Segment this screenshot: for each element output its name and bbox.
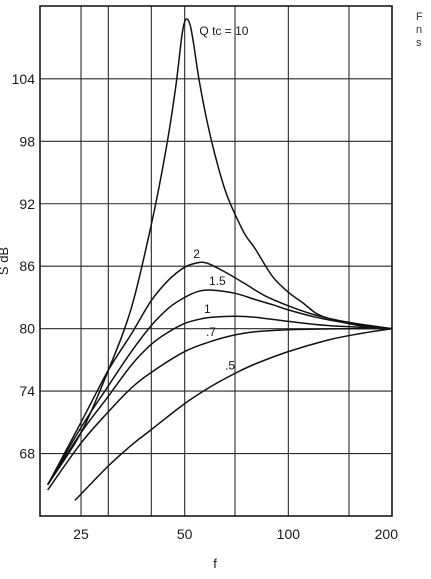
caption-fragment: Fns <box>416 11 423 49</box>
series-line-2 <box>47 289 393 486</box>
series-lines <box>47 18 393 501</box>
y-tick-label: 74 <box>19 383 35 399</box>
x-tick-labels: 25 50 100 200 <box>73 526 398 542</box>
series-labels: Q tc = 10 2 1.5 1 .7 .5 <box>193 24 249 372</box>
series-label-1: 2 <box>193 247 200 261</box>
y-tick-label: 104 <box>12 71 36 87</box>
x-axis-label: f <box>213 556 217 571</box>
grid <box>40 6 393 516</box>
series-line-5 <box>74 327 393 501</box>
caption-letter: s <box>416 37 422 49</box>
series-label-0: Q tc = 10 <box>199 24 248 38</box>
plot-frame <box>39 5 393 517</box>
series-line-1 <box>47 261 393 486</box>
caption-letter: F <box>416 11 423 23</box>
series-line-4 <box>47 327 393 491</box>
series-label-2: 1.5 <box>209 274 226 288</box>
series-line-3 <box>47 315 393 486</box>
x-tick-label: 100 <box>277 526 301 542</box>
caption-letter: n <box>416 24 422 36</box>
x-tick-label: 50 <box>177 526 193 542</box>
y-tick-labels: 68 74 80 86 92 98 104 <box>12 71 36 462</box>
series-line-0 <box>47 18 393 486</box>
series-label-4: .7 <box>206 325 216 339</box>
y-tick-label: 80 <box>19 321 35 337</box>
series-label-5: .5 <box>225 358 235 372</box>
y-tick-label: 68 <box>19 446 35 462</box>
x-tick-label: 25 <box>73 526 89 542</box>
y-axis-label: S dB <box>0 247 11 275</box>
y-tick-label: 86 <box>19 258 35 274</box>
series-label-3: 1 <box>204 302 211 316</box>
y-tick-label: 92 <box>19 196 35 212</box>
x-tick-label: 200 <box>375 526 399 542</box>
y-tick-label: 98 <box>19 133 35 149</box>
